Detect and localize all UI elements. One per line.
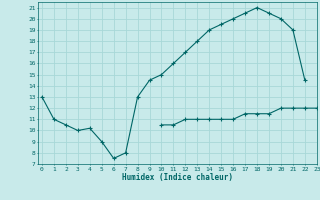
X-axis label: Humidex (Indice chaleur): Humidex (Indice chaleur) [122,173,233,182]
